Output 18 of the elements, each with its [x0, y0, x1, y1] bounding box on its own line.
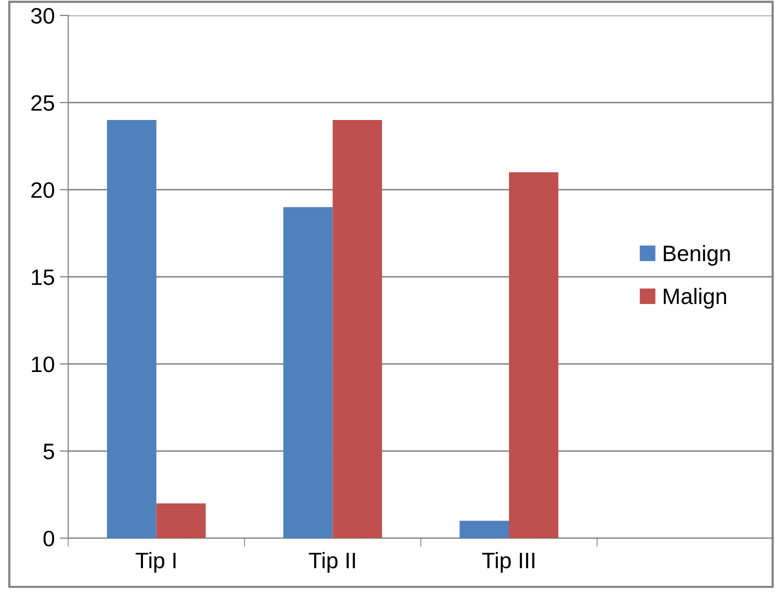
- legend-label: Benign: [664, 244, 730, 266]
- bar: [460, 520, 509, 538]
- y-tick-label: 15: [32, 270, 54, 286]
- y-tick-label: 10: [32, 356, 54, 372]
- bar: [508, 172, 558, 538]
- bar: [332, 120, 382, 538]
- y-tick-label: 25: [31, 95, 54, 111]
- bar: [283, 207, 333, 538]
- y-tick-label: 0: [44, 530, 54, 546]
- bar: [106, 120, 156, 538]
- x-tick-label: Tip II: [308, 552, 355, 573]
- y-tick-label: 5: [44, 444, 54, 460]
- x-tick-label: Tip I: [136, 552, 176, 573]
- x-tick-label: Tip III: [482, 552, 534, 573]
- y-tick-label: 30: [31, 8, 54, 24]
- bar: [156, 503, 206, 538]
- legend-label: Malign: [664, 288, 726, 309]
- y-tick-label: 20: [31, 182, 54, 198]
